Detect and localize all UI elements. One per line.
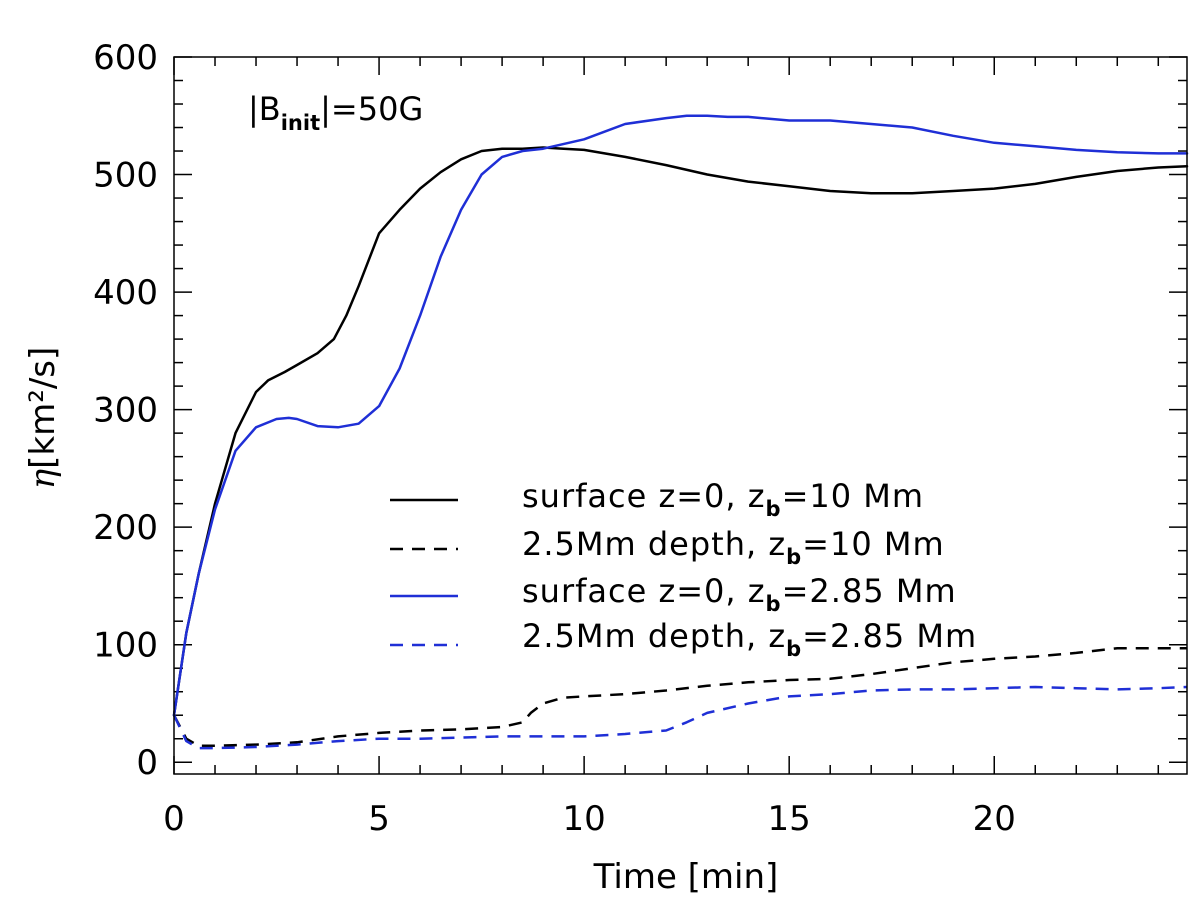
y-tick-label: 500 xyxy=(93,156,158,196)
x-axis-title: Time [min] xyxy=(593,857,779,897)
y-axis-symbol: η xyxy=(23,468,63,489)
y-axis-title: η[km²/s] xyxy=(23,347,63,490)
series-layer xyxy=(172,114,1189,750)
x-tick-label: 20 xyxy=(973,799,1016,839)
series-line-s3 xyxy=(172,114,1189,717)
legend-label-s2: 2.5Mm depth, zb=10 Mm xyxy=(522,525,945,569)
x-tick-label: 15 xyxy=(768,799,811,839)
y-tick-label: 100 xyxy=(93,626,158,666)
x-tick-label: 0 xyxy=(163,799,185,839)
series-line-s1 xyxy=(172,146,1189,717)
y-tick-label: 200 xyxy=(93,508,158,548)
y-axis-units: [km²/s] xyxy=(23,347,63,469)
legend-label-s4: 2.5Mm depth, zb=2.85 Mm xyxy=(522,617,977,661)
x-tick-label: 10 xyxy=(562,799,605,839)
series-line-s4 xyxy=(172,685,1188,750)
annotation-sub: init xyxy=(281,111,320,135)
legend-label-s3: surface z=0, zb=2.85 Mm xyxy=(522,572,957,616)
y-tick-label: 0 xyxy=(136,743,158,783)
legend: surface z=0, zb=10 Mm 2.5Mm depth, zb=10… xyxy=(390,477,977,661)
annotation-suffix: |=50G xyxy=(320,90,423,128)
y-tick-label: 300 xyxy=(93,391,158,431)
y-tick-label: 400 xyxy=(93,273,158,313)
legend-label-s1: surface z=0, zb=10 Mm xyxy=(522,477,924,521)
series-line-s2 xyxy=(172,646,1187,748)
annotation-prefix: |B xyxy=(248,90,281,128)
x-tick-label: 5 xyxy=(368,799,390,839)
axis-ticks xyxy=(173,56,1187,774)
field-annotation: |Binit|=50G xyxy=(248,90,423,135)
y-tick-label: 600 xyxy=(93,38,158,78)
plot-frame xyxy=(173,56,1188,775)
